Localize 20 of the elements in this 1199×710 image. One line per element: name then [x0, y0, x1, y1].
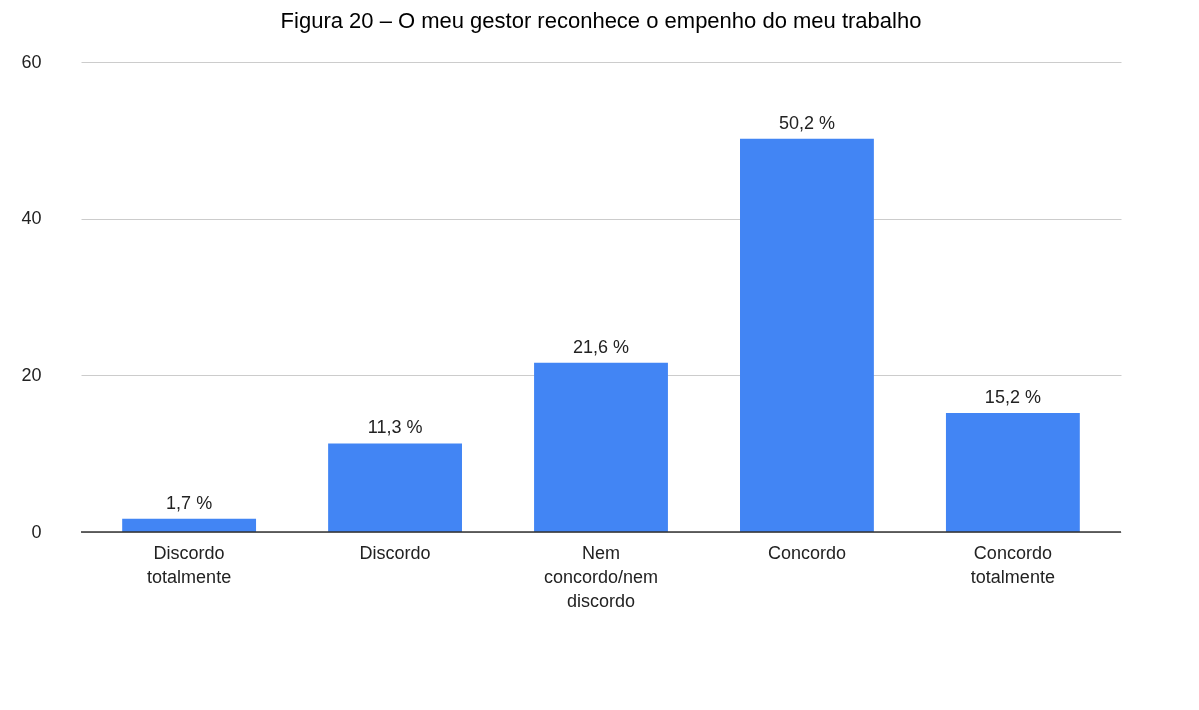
- data-label: 50,2 %: [778, 112, 835, 133]
- x-tick-label: Concordo totalmente: [970, 542, 1055, 587]
- bar: [122, 518, 257, 532]
- bar: [740, 138, 874, 532]
- data-label: 21,6 %: [572, 336, 630, 357]
- bar: [534, 362, 668, 532]
- bar: [945, 412, 1080, 532]
- bar: [328, 443, 462, 532]
- chart-title: Figura 20 – O meu gestor reconhece o empenho do meu trabalho: [280, 8, 922, 33]
- data-label: 15,2 %: [984, 386, 1041, 407]
- y-tick-label: 0: [31, 521, 42, 542]
- x-tick-label: Discordo totalmente: [147, 542, 232, 587]
- data-label: 1,7 %: [166, 492, 213, 513]
- x-tick-label: Discordo: [359, 542, 431, 563]
- y-tick-label: 60: [21, 51, 42, 72]
- data-label: 11,3 %: [367, 417, 423, 438]
- y-tick-label: 20: [21, 364, 42, 385]
- x-tick-label: Nem concordo/nem discordo: [543, 542, 659, 611]
- x-tick-label: Concordo: [767, 542, 846, 563]
- y-tick-label: 40: [21, 208, 42, 229]
